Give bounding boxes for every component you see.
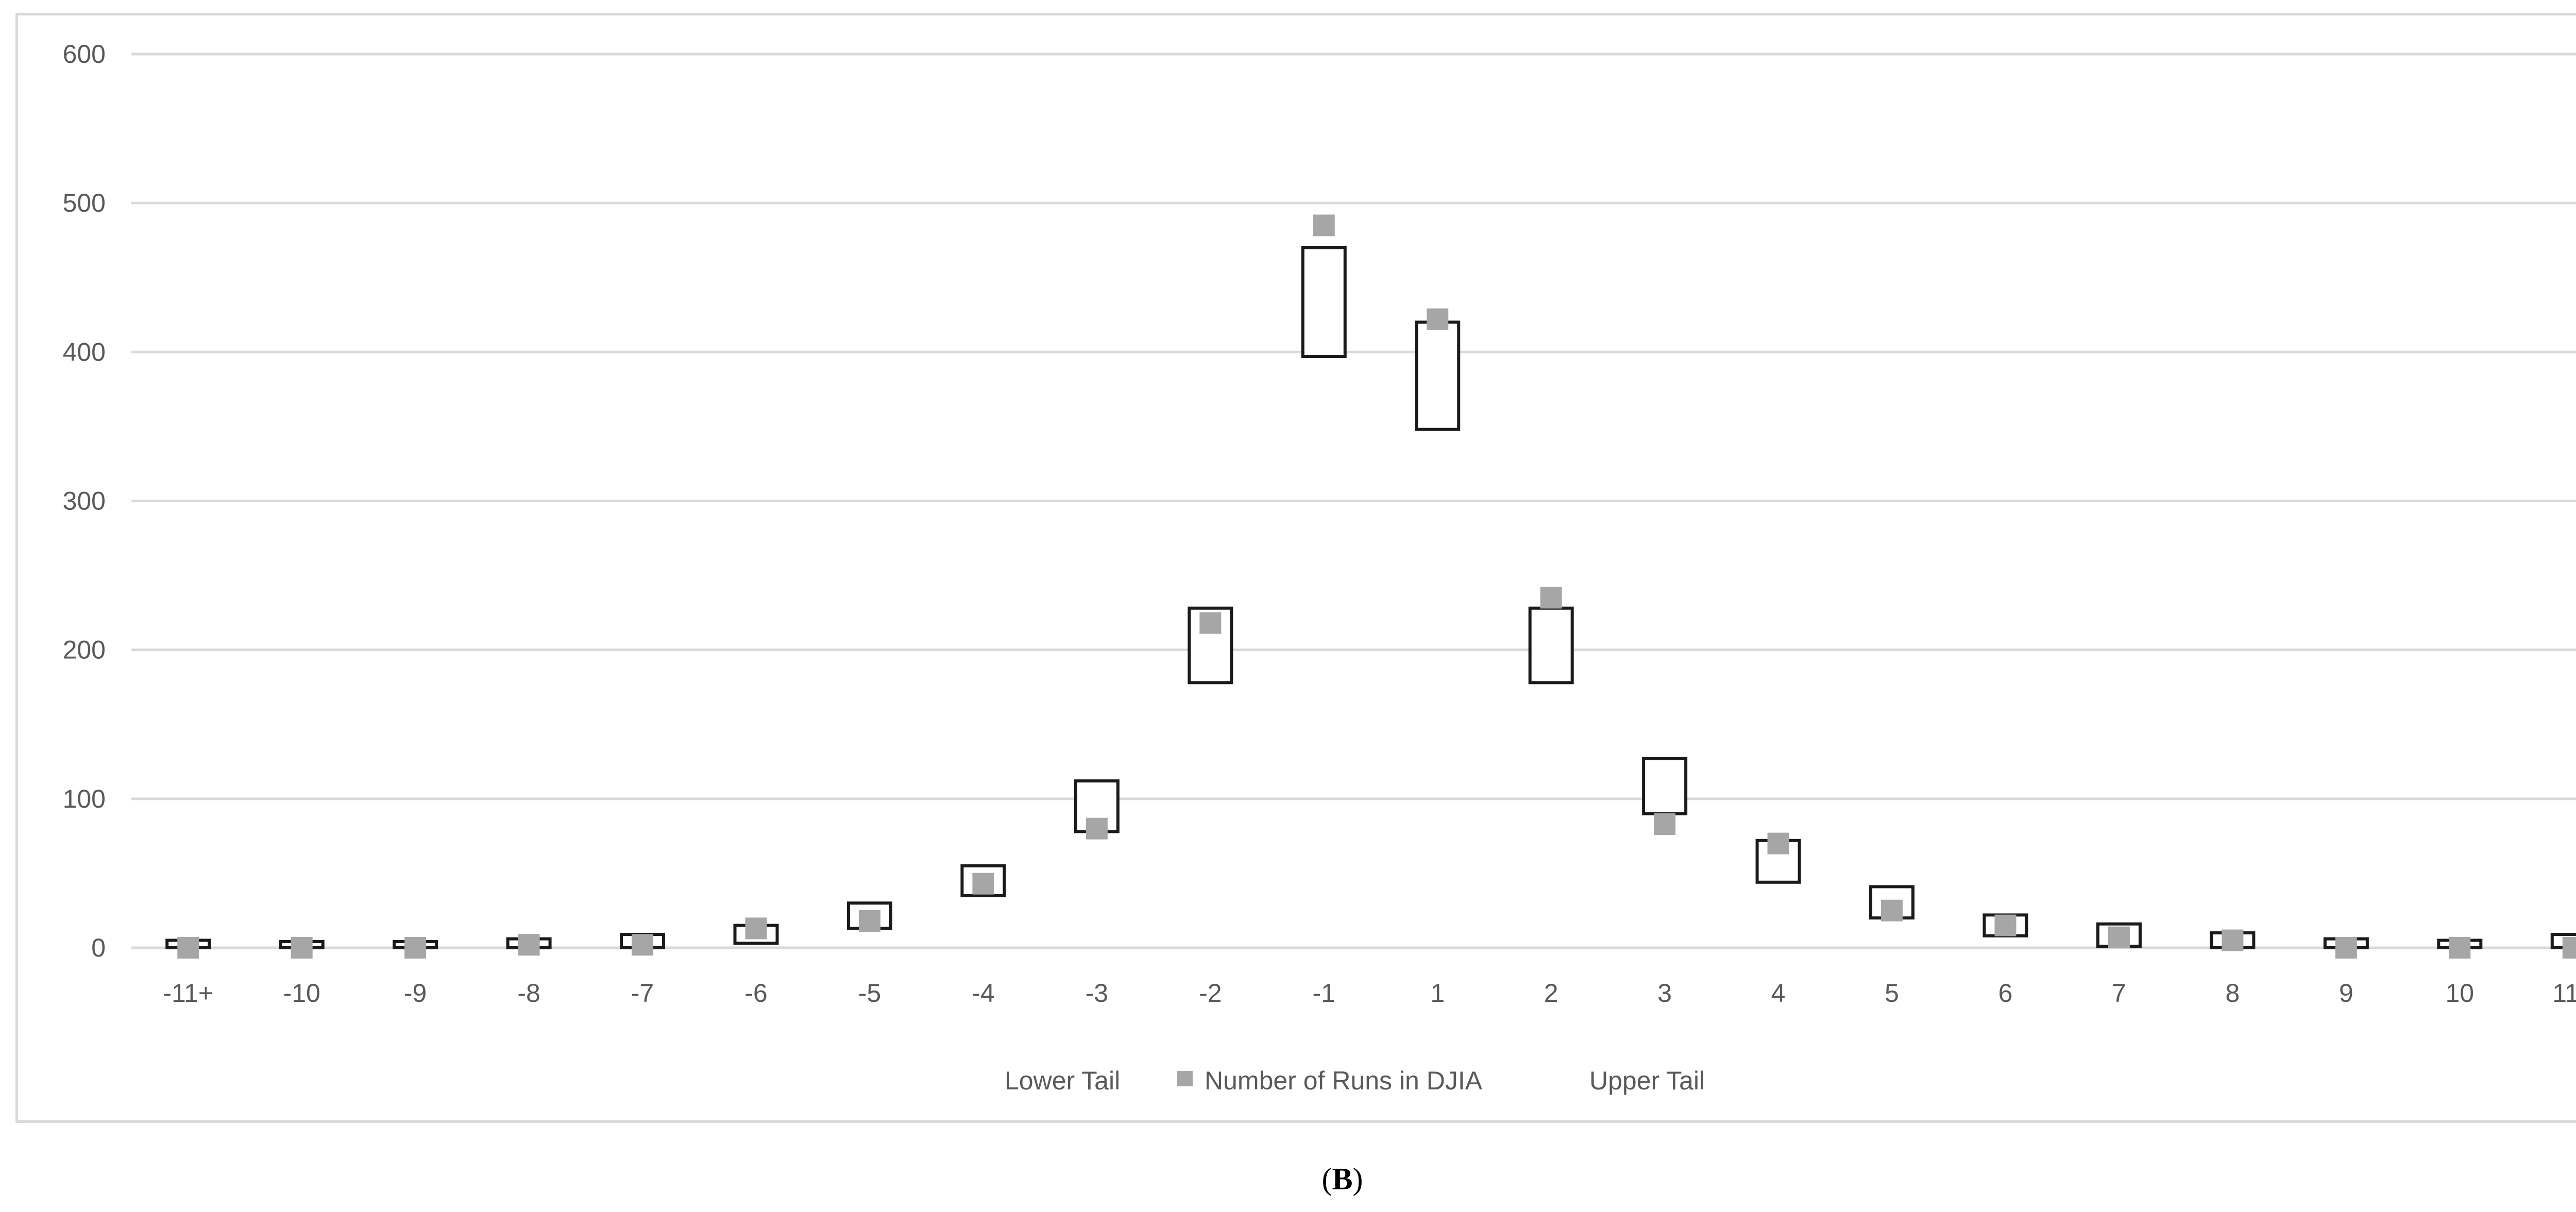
x-tick-label: -10	[283, 979, 320, 1008]
djia-marker	[1654, 813, 1676, 835]
x-tick-label: -9	[404, 979, 427, 1008]
x-tick-label: -8	[517, 979, 540, 1008]
djia-marker	[1540, 587, 1562, 609]
legend-djia-runs: Number of Runs in DJIA	[1205, 1066, 1483, 1095]
djia-marker	[1199, 612, 1222, 634]
x-tick-label: 6	[1998, 979, 2013, 1008]
y-tick-label: 600	[63, 40, 106, 69]
djia-marker	[1086, 817, 1108, 840]
x-tick-label: 5	[1885, 979, 1899, 1008]
caption-close: )	[1352, 1162, 1363, 1196]
djia-marker	[1994, 914, 2016, 936]
djia-markers	[177, 214, 2576, 959]
x-tick-label: -1	[1313, 979, 1335, 1008]
x-tick-label: -5	[858, 979, 881, 1008]
tail-box	[1528, 606, 1574, 685]
djia-marker	[632, 934, 654, 956]
y-tick-label: 0	[91, 933, 106, 962]
legend: Lower Tail Number of Runs in DJIA Upper Ta…	[1005, 1066, 1705, 1095]
x-axis-ticks: -11+ -10 -9 -8 -7 -6 -5 -4 -3 -2 -1 1 2 3 4 5 6 7 8 9 10 11+	[163, 979, 2576, 1008]
figure-caption: (B)	[0, 1162, 2576, 1197]
djia-marker	[1767, 832, 1789, 855]
djia-marker	[2335, 937, 2357, 959]
djia-marker	[2108, 926, 2130, 948]
tail-box	[1301, 246, 1347, 359]
x-tick-label: 9	[2339, 979, 2353, 1008]
y-tick-label: 400	[63, 337, 106, 366]
legend-upper-tail: Upper Tail	[1589, 1066, 1705, 1095]
x-tick-label: 1	[1430, 979, 1445, 1008]
legend-lower-tail: Lower Tail	[1005, 1066, 1120, 1095]
x-tick-label: -7	[631, 979, 654, 1008]
djia-marker	[1881, 899, 1903, 921]
x-tick-label: 4	[1771, 979, 1786, 1008]
djia-marker	[404, 937, 427, 959]
gridlines	[131, 53, 2576, 949]
tail-box	[1642, 757, 1688, 815]
caption-open: (	[1321, 1162, 1332, 1196]
djia-marker	[2562, 937, 2576, 959]
x-tick-label: 7	[2112, 979, 2126, 1008]
djia-marker	[291, 937, 313, 959]
djia-marker	[1313, 214, 1335, 236]
x-tick-label: 3	[1657, 979, 1672, 1008]
y-tick-label: 300	[63, 487, 106, 516]
x-tick-label: -2	[1199, 979, 1222, 1008]
x-tick-label: -3	[1086, 979, 1108, 1008]
x-tick-label: -4	[972, 979, 994, 1008]
x-tick-label: 8	[2226, 979, 2240, 1008]
y-tick-label: 200	[63, 636, 106, 664]
djia-marker	[1427, 308, 1449, 330]
djia-marker	[745, 917, 767, 940]
x-tick-label: 2	[1544, 979, 1558, 1008]
djia-marker	[972, 873, 994, 895]
djia-marker	[858, 910, 880, 932]
tail-box	[1415, 320, 1461, 431]
djia-marker	[177, 937, 199, 959]
x-tick-label: -11+	[163, 979, 213, 1008]
djia-marker	[2449, 937, 2471, 959]
djia-marker	[2222, 929, 2244, 951]
y-tick-label: 100	[63, 784, 106, 813]
y-axis-ticks: 0 100 200 300 400 500 600	[63, 40, 106, 962]
djia-marker	[518, 934, 540, 956]
x-tick-label: 10	[2446, 979, 2475, 1008]
y-tick-label: 500	[63, 189, 106, 217]
chart-frame: 0 100 200 300 400 500 600 -11+ -10 -9 -8 -7 -6 -5 -4-…	[15, 13, 2576, 1123]
legend-marker-swatch	[1177, 1071, 1193, 1086]
x-tick-label: -6	[744, 979, 767, 1008]
x-tick-label: 11+	[2552, 979, 2576, 1008]
caption-letter: B	[1332, 1162, 1353, 1196]
